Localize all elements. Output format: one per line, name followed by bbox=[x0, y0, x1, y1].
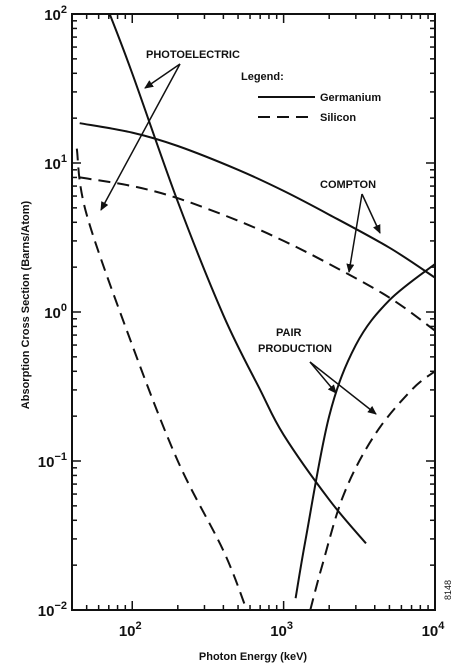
arrow-compton-germanium bbox=[361, 193, 381, 234]
y-tick-label: 10−1 bbox=[38, 451, 67, 471]
y-tick-label: 10−2 bbox=[38, 600, 67, 620]
y-axis-label: Absorption Cross Section (Barns/Atom) bbox=[20, 200, 32, 409]
arrow-compton-silicon bbox=[346, 193, 363, 273]
x-axis-label: Photon Energy (keV) bbox=[199, 651, 308, 663]
arrow-pair-germanium bbox=[309, 361, 337, 394]
annotation-compton: COMPTON bbox=[320, 179, 376, 191]
x-tick-label: 103 bbox=[270, 620, 293, 640]
silicon-pair-production-curve bbox=[309, 370, 435, 610]
x-tick-label: 102 bbox=[119, 620, 142, 640]
figure-id: 8148 bbox=[443, 580, 453, 600]
legend-title: Legend: bbox=[241, 71, 284, 83]
silicon-compton-curve bbox=[79, 176, 435, 332]
legend: Legend: Germanium Silicon bbox=[241, 71, 381, 124]
germanium-compton-curve bbox=[79, 122, 435, 279]
silicon-photoelectric-curve bbox=[75, 148, 248, 610]
y-tick-label: 100 bbox=[44, 302, 67, 322]
curves bbox=[75, 14, 435, 610]
legend-label-silicon: Silicon bbox=[320, 112, 356, 124]
y-tick-label: 101 bbox=[44, 153, 67, 173]
annotation-pair-line2: PRODUCTION bbox=[258, 343, 332, 355]
legend-label-germanium: Germanium bbox=[320, 92, 381, 104]
annotation-pair-line1: PAIR bbox=[276, 327, 302, 339]
annotation-photoelectric: PHOTOELECTRIC bbox=[146, 49, 240, 61]
arrow-pair-silicon bbox=[309, 361, 377, 415]
x-tick-label: 104 bbox=[422, 620, 446, 640]
y-tick-label: 102 bbox=[44, 4, 67, 24]
arrow-photoelectric-germanium bbox=[144, 63, 181, 89]
axis-ticks: 102 103 104 102 101 100 10−1 10−2 bbox=[38, 4, 446, 640]
arrow-photoelectric-silicon bbox=[100, 63, 181, 211]
